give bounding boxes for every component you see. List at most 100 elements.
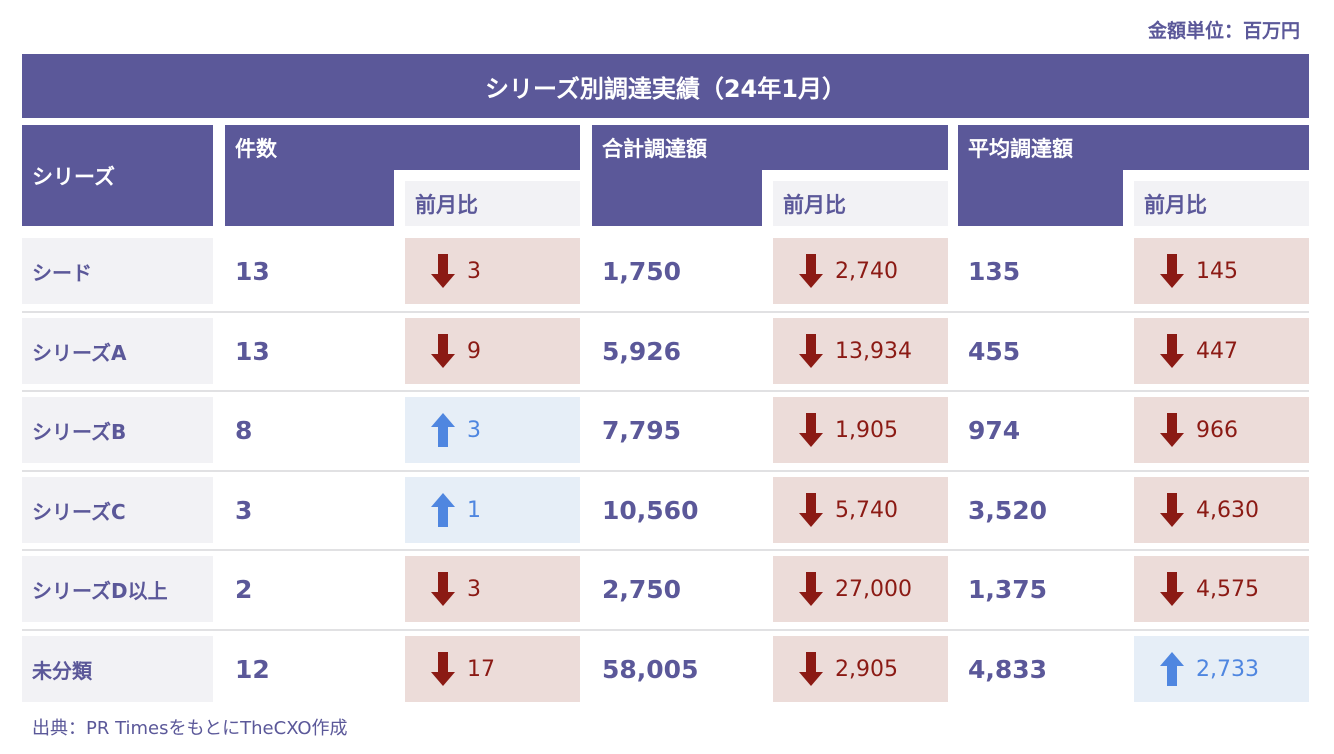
- header-average-mom: 前月比: [1134, 181, 1309, 226]
- arrow-down-icon: [431, 652, 467, 686]
- row-total-mom: 5,740: [773, 477, 948, 543]
- header-total-mom: 前月比: [773, 181, 948, 226]
- row-series-label: シリーズA: [22, 318, 213, 384]
- row-divider: [22, 470, 1309, 472]
- row-series-label: 未分類: [22, 636, 213, 702]
- unit-note: 金額単位：百万円: [1147, 20, 1300, 42]
- arrow-down-icon: [799, 652, 835, 686]
- change-value: 145: [1196, 258, 1238, 284]
- row-divider: [22, 549, 1309, 551]
- row-series-label: シード: [22, 238, 213, 304]
- row-average-mom: 4,630: [1134, 477, 1309, 543]
- row-total-mom: 13,934: [773, 318, 948, 384]
- row-average-mom: 966: [1134, 397, 1309, 463]
- header-count-label: 件数: [235, 137, 277, 161]
- row-total: 1,750: [602, 256, 682, 286]
- row-average: 135: [968, 256, 1021, 286]
- header-total-label: 合計調達額: [602, 137, 707, 161]
- row-average: 974: [968, 415, 1021, 445]
- arrow-down-icon: [1160, 334, 1196, 368]
- header-series-label: シリーズ: [32, 164, 115, 189]
- row-average-mom: 145: [1134, 238, 1309, 304]
- row-total: 10,560: [602, 495, 699, 525]
- row-total: 5,926: [602, 336, 682, 366]
- change-value: 2,905: [835, 656, 898, 682]
- row-count: 2: [235, 574, 253, 604]
- header-average-label: 平均調達額: [968, 137, 1073, 161]
- row-count-mom: 9: [405, 318, 580, 384]
- arrow-down-icon: [431, 254, 467, 288]
- change-value: 2,733: [1196, 656, 1259, 682]
- row-count: 3: [235, 495, 253, 525]
- arrow-down-icon: [1160, 413, 1196, 447]
- arrow-down-icon: [1160, 572, 1196, 606]
- arrow-down-icon: [799, 413, 835, 447]
- change-value: 1,905: [835, 417, 898, 443]
- arrow-up-icon: [1160, 652, 1196, 686]
- arrow-down-icon: [799, 254, 835, 288]
- arrow-down-icon: [799, 334, 835, 368]
- change-value: 17: [467, 656, 495, 682]
- row-total-mom: 2,740: [773, 238, 948, 304]
- row-average: 455: [968, 336, 1021, 366]
- header-total: 合計調達額: [592, 125, 948, 170]
- row-series-label: シリーズB: [22, 397, 213, 463]
- row-total-mom: 1,905: [773, 397, 948, 463]
- header-series: シリーズ: [22, 125, 213, 226]
- change-value: 2,740: [835, 258, 898, 284]
- header-total-body: [592, 170, 762, 226]
- change-value: 4,630: [1196, 497, 1259, 523]
- change-value: 27,000: [835, 576, 912, 602]
- arrow-down-icon: [431, 334, 467, 368]
- row-count: 13: [235, 336, 270, 366]
- change-value: 4,575: [1196, 576, 1259, 602]
- row-total-mom: 2,905: [773, 636, 948, 702]
- row-series-label: シリーズC: [22, 477, 213, 543]
- row-average: 3,520: [968, 495, 1048, 525]
- row-count-mom: 3: [405, 397, 580, 463]
- row-count: 12: [235, 654, 270, 684]
- row-count-mom: 1: [405, 477, 580, 543]
- row-total: 2,750: [602, 574, 682, 604]
- arrow-down-icon: [799, 572, 835, 606]
- row-average: 1,375: [968, 574, 1048, 604]
- change-value: 447: [1196, 338, 1238, 364]
- row-total: 58,005: [602, 654, 699, 684]
- change-value: 966: [1196, 417, 1238, 443]
- source-note: 出典：PR TimesをもとにTheCXO作成: [32, 718, 348, 739]
- row-average-mom: 2,733: [1134, 636, 1309, 702]
- row-count: 13: [235, 256, 270, 286]
- header-average-body: [958, 170, 1123, 226]
- row-count-mom: 3: [405, 556, 580, 622]
- header-count-body: [225, 170, 394, 226]
- change-value: 9: [467, 338, 481, 364]
- change-value: 3: [467, 417, 481, 443]
- row-total-mom: 27,000: [773, 556, 948, 622]
- change-value: 3: [467, 258, 481, 284]
- table-title: シリーズ別調達実績（24年1月）: [22, 54, 1309, 118]
- row-series-label: シリーズD以上: [22, 556, 213, 622]
- change-value: 13,934: [835, 338, 912, 364]
- arrow-down-icon: [799, 493, 835, 527]
- arrow-down-icon: [1160, 254, 1196, 288]
- arrow-down-icon: [1160, 493, 1196, 527]
- change-value: 1: [467, 497, 481, 523]
- row-divider: [22, 311, 1309, 313]
- row-count-mom: 3: [405, 238, 580, 304]
- row-divider: [22, 629, 1309, 631]
- change-value: 5,740: [835, 497, 898, 523]
- header-count: 件数: [225, 125, 580, 170]
- row-divider: [22, 390, 1309, 392]
- change-value: 3: [467, 576, 481, 602]
- row-average: 4,833: [968, 654, 1048, 684]
- arrow-down-icon: [431, 572, 467, 606]
- row-average-mom: 447: [1134, 318, 1309, 384]
- row-average-mom: 4,575: [1134, 556, 1309, 622]
- row-count: 8: [235, 415, 253, 445]
- arrow-up-icon: [431, 413, 467, 447]
- header-average: 平均調達額: [958, 125, 1309, 170]
- arrow-up-icon: [431, 493, 467, 527]
- header-count-mom: 前月比: [405, 181, 580, 226]
- row-count-mom: 17: [405, 636, 580, 702]
- row-total: 7,795: [602, 415, 682, 445]
